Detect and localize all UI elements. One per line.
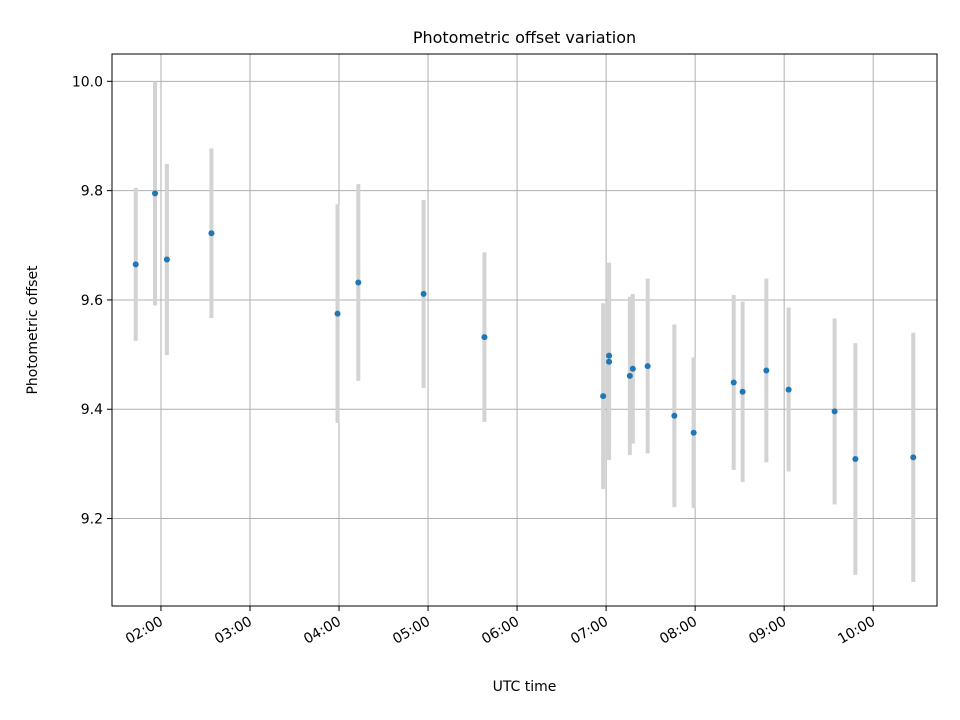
- x-tick-label: 09:00: [746, 614, 789, 648]
- data-point: [626, 372, 633, 379]
- y-tick-label: 9.2: [81, 512, 103, 528]
- data-point: [606, 358, 613, 365]
- x-tick-label: 03:00: [212, 614, 255, 648]
- data-point: [132, 261, 139, 268]
- data-point: [910, 454, 917, 461]
- x-axis-label: UTC time: [493, 679, 557, 695]
- chart-title: Photometric offset variation: [413, 28, 636, 47]
- data-point: [606, 352, 613, 359]
- y-tick-label: 10.0: [72, 74, 103, 90]
- data-point: [334, 310, 341, 317]
- y-axis-label: Photometric offset: [25, 265, 41, 395]
- data-point: [629, 365, 636, 372]
- data-point: [831, 408, 838, 415]
- data-point: [420, 290, 427, 297]
- plot-frame: [111, 53, 938, 607]
- data-point: [671, 412, 678, 419]
- data-point: [644, 363, 651, 370]
- y-tick-label: 9.6: [81, 293, 103, 309]
- data-point: [785, 386, 792, 393]
- x-axis: 02:00 03:00 04:00 05:00 06:00 07:00 08:00 09:00…: [123, 606, 878, 648]
- x-tick-label: 10:00: [835, 614, 878, 648]
- x-tick-label: 06:00: [479, 614, 522, 648]
- data-point: [600, 393, 607, 400]
- x-tick-label: 02:00: [123, 614, 166, 648]
- data-point: [730, 379, 737, 386]
- x-tick-label: 08:00: [657, 614, 700, 648]
- data-points: [132, 190, 917, 462]
- data-point: [208, 230, 215, 237]
- data-point: [690, 429, 697, 436]
- x-tick-label: 05:00: [390, 614, 433, 648]
- y-tick-label: 9.4: [81, 402, 103, 418]
- data-point: [739, 388, 746, 395]
- data-point: [481, 334, 488, 341]
- data-point: [355, 279, 362, 286]
- y-axis: 9.2 9.4 9.6 9.8 10.0: [72, 74, 112, 528]
- error-bars: [133, 81, 916, 582]
- y-tick-label: 9.8: [81, 184, 103, 200]
- data-point: [152, 190, 159, 197]
- data-point: [163, 256, 170, 263]
- grid: [112, 54, 937, 606]
- x-tick-label: 04:00: [301, 614, 344, 648]
- data-point: [852, 455, 859, 462]
- data-point: [763, 367, 770, 374]
- x-tick-label: 07:00: [568, 614, 611, 648]
